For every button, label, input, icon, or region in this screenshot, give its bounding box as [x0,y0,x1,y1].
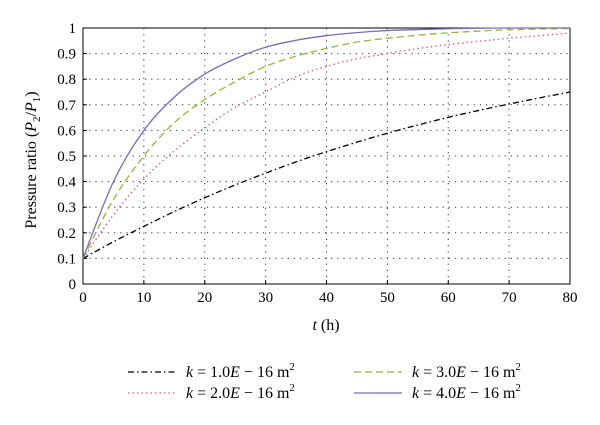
y-tick-label: 0.7 [57,98,76,114]
y-tick-label: 1 [69,21,77,37]
legend-label: k = 4.0E − 16 m2 [412,382,521,402]
x-tick-label: 40 [319,290,334,306]
y-tick-label: 0.2 [57,226,76,242]
x-axis-label: t (h) [312,317,339,334]
legend-label: k = 2.0E − 16 m2 [186,382,295,402]
legend: k = 1.0E − 16 m2k = 2.0E − 16 m2 k = 3.0E… [128,361,521,402]
legend-item: k = 4.0E − 16 m2 [354,382,521,402]
y-tick-label: 0 [69,277,77,293]
x-tick-label: 10 [136,290,151,306]
ticks: 0 10 20 30 40 50 60 70 80 0 0.1 0.2 0.3 0.4 0.5 0.6 0.7 0… [57,21,577,306]
x-tick-label: 30 [258,290,273,306]
series [82,27,571,259]
series-line-2 [82,32,571,259]
series-line-1 [82,91,571,259]
y-tick-label: 0.6 [57,123,76,139]
y-tick-label: 0.1 [57,251,76,267]
x-tick-label: 60 [441,290,456,306]
series-line-3 [82,27,571,259]
y-tick-label: 0.8 [57,72,76,88]
y-axis-label: Pressure ratio (P2/P1) [23,91,43,228]
x-tick-label: 50 [380,290,395,306]
x-tick-label: 20 [197,290,212,306]
series-line-4 [82,27,570,259]
y-tick-label: 0.3 [57,200,76,216]
legend-item: k = 2.0E − 16 m2 [128,382,295,402]
grid [83,28,570,284]
legend-label: k = 1.0E − 16 m2 [186,361,295,381]
y-tick-label: 0.5 [57,149,76,165]
y-tick-label: 0.9 [57,47,76,63]
x-tick-label: 70 [502,290,517,306]
x-tick-label: 80 [563,290,578,306]
x-tick-label: 0 [79,290,87,306]
legend-item: k = 1.0E − 16 m2 [128,361,295,381]
y-tick-label: 0.4 [57,175,76,191]
legend-label: k = 3.0E − 16 m2 [412,361,521,381]
legend-item: k = 3.0E − 16 m2 [354,361,521,381]
